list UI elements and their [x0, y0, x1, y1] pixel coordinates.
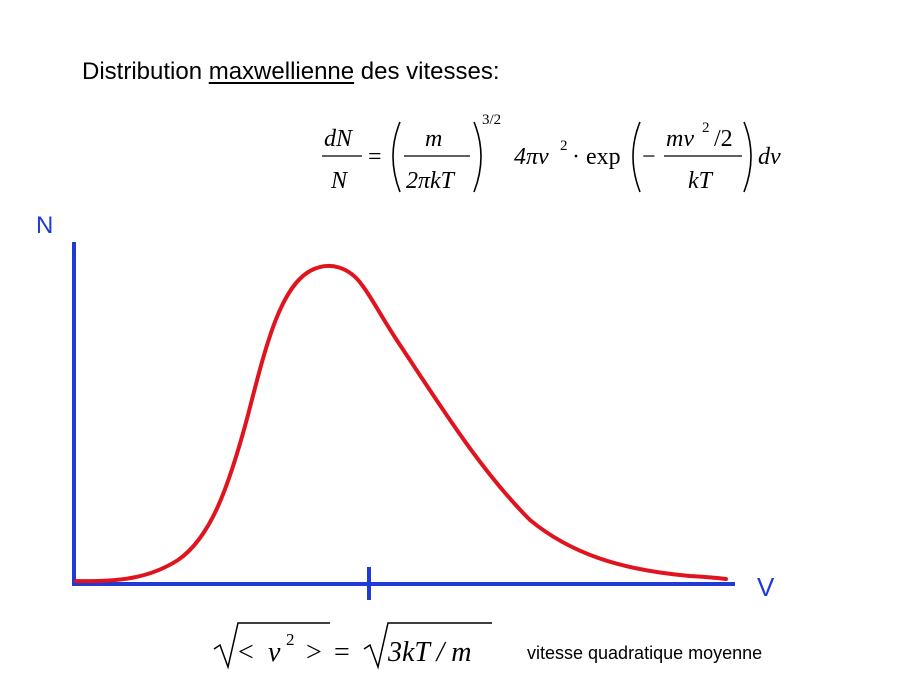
left-paren-1: [392, 121, 401, 193]
title-prefix: Distribution: [82, 58, 209, 85]
distribution-plot: [0, 200, 900, 620]
rms-caption: vitesse quadratique moyenne: [527, 643, 763, 663]
title-suffix: des vitesses:: [354, 58, 500, 85]
slide-title: Distribution maxwellienne des vitesses:: [82, 58, 500, 86]
exp-denominator: kT: [688, 168, 714, 194]
rms-formula: < v 2 > = 3kT / m: [210, 615, 510, 675]
term-exponent: 2: [560, 138, 568, 154]
lhs-denominator: N: [330, 168, 349, 194]
rms-equals: =: [334, 637, 350, 668]
paren-denominator: 2πkT: [406, 168, 456, 194]
right-paren-1: [473, 121, 482, 193]
sqrt-sign-rhs: [363, 622, 492, 670]
maxwell-curve: [74, 263, 728, 584]
left-paren-2: [632, 121, 641, 193]
term: 4πv: [514, 144, 549, 170]
maxwell-formula-svg: dN N = m 2πkT 3/2 4πv 2 · exp − mv 2 /2 …: [322, 112, 781, 194]
y-axis-label: N: [36, 212, 54, 239]
right-paren-2: [743, 121, 752, 193]
rms-exponent: 2: [286, 630, 295, 649]
rms-close-bracket: >: [306, 637, 322, 668]
rms-variable: v: [268, 637, 281, 668]
maxwell-formula: dN N = m 2πkT 3/2 4πv 2 · exp − mv 2 /2 …: [310, 108, 790, 208]
equals-sign: =: [368, 144, 382, 170]
exp-numerator-exponent: 2: [702, 120, 710, 136]
minus-sign: −: [642, 144, 656, 170]
rms-formula-svg: < v 2 > = 3kT / m: [213, 622, 492, 670]
sqrt-sign-lhs: [213, 622, 330, 670]
exp-numerator: mv: [666, 126, 694, 152]
x-axis-label: V: [757, 572, 775, 602]
lhs-numerator: dN: [324, 126, 354, 152]
exp-function: exp: [586, 144, 621, 170]
differential: dv: [758, 144, 781, 170]
rms-rhs: 3kT / m: [387, 637, 472, 668]
paren-numerator: m: [425, 126, 442, 152]
rms-open-bracket: <: [238, 637, 254, 668]
paren-exponent: 3/2: [482, 112, 501, 128]
dot-operator: ·: [572, 144, 580, 170]
distribution-plot-svg: [72, 242, 735, 600]
exp-numerator-tail: /2: [714, 126, 733, 152]
title-underlined-word: maxwellienne: [208, 58, 355, 85]
